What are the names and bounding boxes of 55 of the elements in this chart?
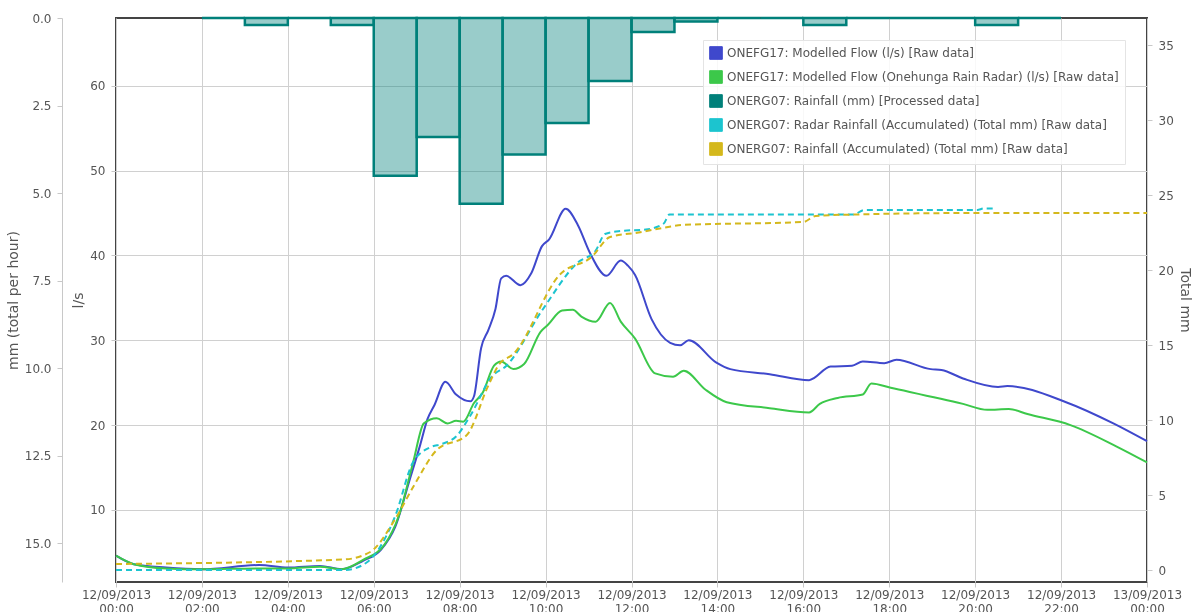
y3-tick-label: 60 xyxy=(90,79,106,94)
x-tick-label: 12/09/2013 12:00 xyxy=(597,587,667,612)
y2-tick-label: 5 xyxy=(1158,488,1167,503)
y-tick-label: 2.5 xyxy=(32,99,52,114)
y2-tick-label: 15 xyxy=(1158,338,1174,353)
bar xyxy=(587,16,633,83)
x-tick-label: 12/09/2013 04:00 xyxy=(253,587,323,612)
x-tick-label: 12/09/2013 16:00 xyxy=(769,587,839,612)
x-tick-label: 12/09/2013 02:00 xyxy=(167,587,237,612)
bar xyxy=(802,16,848,27)
y-tick-label: 12.5 xyxy=(24,449,52,464)
bar xyxy=(329,16,375,27)
legend-label: ONEFG17: Modelled Flow (Onehunga Rain Radar) (l/s) [Raw data] xyxy=(727,70,1119,84)
y3-tick-label: 30 xyxy=(90,333,106,348)
y-tick-label: 10.0 xyxy=(24,361,52,376)
y3-tick-label: 40 xyxy=(90,248,106,263)
bar xyxy=(544,16,590,125)
y3-axis-title: l/s xyxy=(70,292,87,309)
x-tick-label: 12/09/2013 22:00 xyxy=(1027,587,1097,612)
y-tick-label: 5.0 xyxy=(32,186,52,201)
y2-tick-label: 0 xyxy=(1158,563,1167,578)
x-tick-label: 12/09/2013 10:00 xyxy=(511,587,581,612)
y2-tick-label: 10 xyxy=(1158,413,1174,428)
bar xyxy=(501,16,547,156)
bar xyxy=(458,16,504,205)
x-tick-label: 12/09/2013 08:00 xyxy=(425,587,495,612)
bar xyxy=(243,16,290,27)
bar xyxy=(630,16,676,34)
bar xyxy=(415,16,461,139)
bar xyxy=(372,16,418,177)
y2-tick-label: 20 xyxy=(1158,263,1174,278)
x-tick-label: 12/09/2013 18:00 xyxy=(855,587,925,612)
x-tick-label: 12/09/2013 20:00 xyxy=(941,587,1011,612)
y-axis-title: mm (total per hour) xyxy=(4,231,21,370)
y3-tick-label: 20 xyxy=(90,418,106,433)
y-tick-label: 0.0 xyxy=(32,11,52,26)
y2-tick-label: 25 xyxy=(1158,188,1174,203)
legend-label: ONERG07: Rainfall (mm) [Processed data] xyxy=(727,94,980,108)
y2-tick-label: 35 xyxy=(1158,38,1174,53)
y3-tick-label: 10 xyxy=(90,503,106,518)
y2-axis-title: Total mm xyxy=(1177,267,1194,333)
x-tick-label: 12/09/2013 00:00 xyxy=(81,587,152,612)
legend-label: ONERG07: Radar Rainfall (Accumulated) (Total mm) [Raw data] xyxy=(727,118,1107,132)
x-tick-label: 12/09/2013 14:00 xyxy=(683,587,753,612)
bar xyxy=(673,16,719,23)
y2-tick-label: 30 xyxy=(1158,113,1174,128)
y-tick-label: 7.5 xyxy=(32,274,52,289)
line-series xyxy=(115,301,1148,571)
x-tick-label: 12/09/2013 06:00 xyxy=(339,587,409,612)
legend-label: ONEFG17: Modelled Flow (l/s) [Raw data] xyxy=(727,46,974,60)
legend-label: ONERG07: Rainfall (Accumulated) (Total mm) [Raw data] xyxy=(727,142,1068,156)
bar xyxy=(973,16,1020,27)
y3-tick-label: 50 xyxy=(90,164,106,179)
y-tick-label: 15.0 xyxy=(24,536,52,551)
x-tick-label: 13/09/2013 00:00 xyxy=(1112,587,1183,612)
